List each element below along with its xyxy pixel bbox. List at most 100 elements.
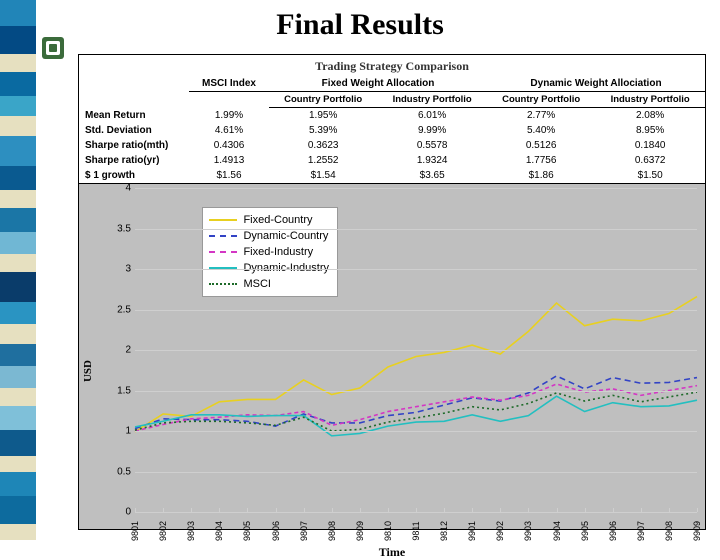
page-title: Final Results: [0, 8, 720, 42]
row-label: Mean Return: [79, 108, 189, 124]
y-tick: 2: [125, 345, 131, 356]
y-tick: 2.5: [117, 304, 131, 315]
content-panel: Trading Strategy Comparison MSCI IndexFi…: [78, 54, 706, 530]
table-cell: 1.99%: [189, 108, 269, 124]
legend-label: Fixed-Industry: [243, 246, 313, 258]
x-tick: 9907: [636, 521, 646, 541]
table-row: Mean Return1.99%1.95%6.01%2.77%2.08%: [79, 108, 705, 124]
y-tick: 1: [125, 426, 131, 437]
legend-label: Fixed-Country: [243, 214, 312, 226]
y-tick: 0: [125, 507, 131, 518]
x-tick: 9903: [523, 521, 533, 541]
table-cell: 8.95%: [595, 123, 705, 138]
x-tick: 9902: [495, 521, 505, 541]
row-label: $ 1 growth: [79, 168, 189, 183]
legend-item: Dynamic-Country: [209, 228, 329, 244]
table-group-header: MSCI Index: [189, 76, 269, 92]
table-title: Trading Strategy Comparison: [79, 55, 705, 76]
table-cell: 2.77%: [487, 108, 595, 124]
table-cell: $1.50: [595, 168, 705, 183]
x-tick: 9808: [327, 521, 337, 541]
table-sub-header: Industry Portfolio: [595, 92, 705, 108]
x-tick: 9904: [552, 521, 562, 541]
y-tick: 0.5: [117, 466, 131, 477]
table-cell: $1.54: [269, 168, 377, 183]
legend-item: Fixed-Industry: [209, 244, 329, 260]
x-tick: 9807: [299, 521, 309, 541]
legend-item: MSCI: [209, 276, 329, 292]
table-cell: 1.95%: [269, 108, 377, 124]
table-row: Std. Deviation4.61%5.39%9.99%5.40%8.95%: [79, 123, 705, 138]
x-tick: 9901: [467, 521, 477, 541]
table-sub-header: Country Portfolio: [269, 92, 377, 108]
series-Fixed-Country: [135, 297, 697, 432]
x-axis-label: Time: [379, 545, 405, 560]
growth-chart: USD Time Fixed-CountryDynamic-CountryFix…: [79, 184, 705, 558]
table-sub-header: [79, 92, 189, 108]
x-tick: 9809: [355, 521, 365, 541]
table-cell: 2.08%: [595, 108, 705, 124]
x-tick: 9811: [411, 521, 421, 540]
x-tick: 9906: [608, 521, 618, 541]
table-cell: 6.01%: [377, 108, 487, 124]
x-tick: 9804: [214, 521, 224, 541]
x-tick: 9812: [439, 521, 449, 541]
table-cell: 0.5126: [487, 138, 595, 153]
chart-legend: Fixed-Country Dynamic-Country Fixed-Indust…: [202, 207, 338, 297]
x-tick: 9810: [383, 521, 393, 541]
table-header: MSCI IndexFixed Weight AllocationDynamic…: [79, 76, 705, 108]
series-MSCI: [135, 392, 697, 431]
legend-swatch: [209, 235, 237, 237]
table-cell: 1.7756: [487, 153, 595, 168]
table-sub-header: Country Portfolio: [487, 92, 595, 108]
legend-swatch: [209, 219, 237, 221]
table-cell: 5.39%: [269, 123, 377, 138]
table-group-header: [79, 76, 189, 92]
legend-label: MSCI: [243, 278, 271, 290]
x-tick: 9806: [271, 521, 281, 541]
table-cell: 1.9324: [377, 153, 487, 168]
table-row: $ 1 growth$1.56$1.54$3.65$1.86$1.50: [79, 168, 705, 183]
x-tick: 9905: [580, 521, 590, 541]
table-cell: $1.56: [189, 168, 269, 183]
table-sub-header: Industry Portfolio: [377, 92, 487, 108]
legend-item: Fixed-Country: [209, 212, 329, 228]
table-cell: 0.3623: [269, 138, 377, 153]
table-cell: 9.99%: [377, 123, 487, 138]
x-tick: 9803: [186, 521, 196, 541]
table-cell: 4.61%: [189, 123, 269, 138]
table-cell: 0.1840: [595, 138, 705, 153]
table-cell: $1.86: [487, 168, 595, 183]
comparison-table: Trading Strategy Comparison MSCI IndexFi…: [79, 55, 705, 184]
y-tick: 3: [125, 264, 131, 275]
table-sub-header: [189, 92, 269, 108]
table-cell: 1.2552: [269, 153, 377, 168]
legend-swatch: [209, 283, 237, 285]
x-tick: 9909: [692, 521, 702, 541]
table-cell: $3.65: [377, 168, 487, 183]
y-tick: 4: [125, 183, 131, 194]
x-tick: 9908: [664, 521, 674, 541]
x-tick: 9802: [158, 521, 168, 541]
table-group-header: Dynamic Weight Allociation: [487, 76, 705, 92]
y-tick: 1.5: [117, 385, 131, 396]
y-tick: 3.5: [117, 223, 131, 234]
table-cell: 1.4913: [189, 153, 269, 168]
table-cell: 0.6372: [595, 153, 705, 168]
x-tick: 9801: [130, 521, 140, 541]
legend-swatch: [209, 251, 237, 253]
table-group-header: Fixed Weight Allocation: [269, 76, 487, 92]
row-label: Sharpe ratio(mth): [79, 138, 189, 153]
x-tick: 9805: [242, 521, 252, 541]
legend-label: Dynamic-Country: [243, 230, 328, 242]
y-axis-label: USD: [82, 360, 94, 382]
decorative-stripe: [0, 0, 36, 540]
table-cell: 0.4306: [189, 138, 269, 153]
table-body: Mean Return1.99%1.95%6.01%2.77%2.08%Std.…: [79, 108, 705, 184]
row-label: Std. Deviation: [79, 123, 189, 138]
table-cell: 5.40%: [487, 123, 595, 138]
table-cell: 0.5578: [377, 138, 487, 153]
table-row: Sharpe ratio(yr)1.49131.25521.93241.7756…: [79, 153, 705, 168]
table-row: Sharpe ratio(mth)0.43060.36230.55780.512…: [79, 138, 705, 153]
row-label: Sharpe ratio(yr): [79, 153, 189, 168]
